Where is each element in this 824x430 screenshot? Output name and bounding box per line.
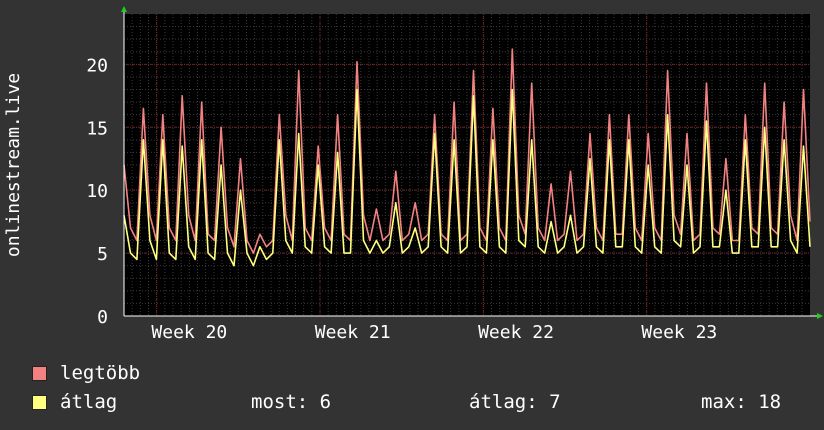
axes: [121, 6, 823, 319]
y-axis-arrow: [121, 6, 127, 12]
atlag-swatch: [32, 394, 47, 410]
legtobb-label: legtöbb: [60, 362, 141, 384]
legtobb-swatch: [32, 365, 47, 381]
legend-item-legtobb: legtöbb: [32, 362, 140, 384]
x-axis-arrow: [817, 313, 823, 319]
y-tick-label: 20: [86, 55, 108, 76]
stat-atlag: átlag: 7: [469, 391, 561, 413]
y-axis-label: onlinestream.live: [3, 73, 24, 257]
x-tick-label: Week 20: [151, 322, 227, 343]
legend-item-atlag: átlag: [32, 391, 117, 413]
series-line-atlag: [123, 88, 811, 267]
y-tick-label: 5: [97, 244, 108, 265]
stat-max: max: 18: [701, 391, 782, 413]
tick-labels: 0 5 10 15 20 Week 20 Week 21 Week 22 Week 23: [86, 55, 717, 343]
y-tick-label: 10: [86, 181, 108, 202]
y-tick-label: 0: [97, 307, 108, 328]
series-layer: [123, 48, 811, 267]
atlag-label: átlag: [60, 391, 118, 413]
x-tick-label: Week 22: [478, 322, 554, 343]
y-tick-label: 15: [86, 118, 108, 139]
stat-most: most: 6: [251, 391, 332, 413]
x-tick-label: Week 23: [641, 322, 717, 343]
x-tick-label: Week 21: [315, 322, 391, 343]
